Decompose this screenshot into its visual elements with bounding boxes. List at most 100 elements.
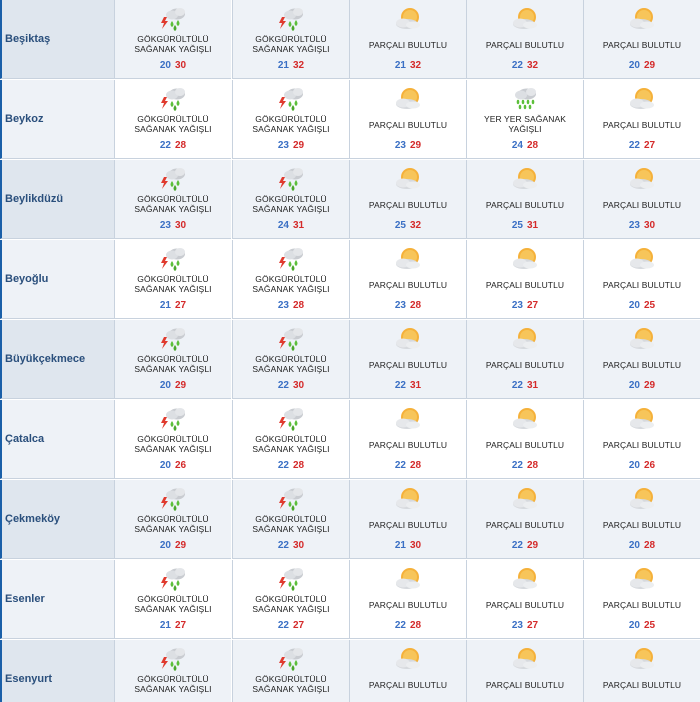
city-name[interactable]: Esenler xyxy=(5,593,45,605)
city-name[interactable]: Büyükçekmece xyxy=(5,353,86,365)
condition-line: PARÇALI BULUTLU xyxy=(485,440,565,450)
condition-text: PARÇALI BULUTLU xyxy=(584,680,700,690)
condition-text: GÖKGÜRÜLTÜLÜ SAĞANAK YAĞIŞLI xyxy=(233,194,349,214)
min-temperature: 20 xyxy=(628,540,640,551)
max-temperature: 28 xyxy=(527,140,539,151)
city-name[interactable]: Beykoz xyxy=(5,113,44,125)
day-forecast-cell: GÖKGÜRÜLTÜLÜ SAĞANAK YAĞIŞLI 22 28 xyxy=(232,400,349,479)
condition-line: SAĞANAK YAĞIŞLI xyxy=(134,124,212,134)
thunderstorm-icon xyxy=(158,326,188,352)
temperature-range: 20 29 xyxy=(115,380,231,392)
city-cell: Esenler xyxy=(0,560,114,639)
condition-line: PARÇALI BULUTLU xyxy=(602,520,682,530)
condition-line: GÖKGÜRÜLTÜLÜ xyxy=(255,354,327,364)
condition-line: GÖKGÜRÜLTÜLÜ xyxy=(137,114,209,124)
max-temperature: 30 xyxy=(293,380,305,391)
city-name[interactable]: Beyoğlu xyxy=(5,273,49,285)
max-temperature: 31 xyxy=(527,220,539,231)
thunderstorm-icon xyxy=(276,166,306,192)
min-temperature: 22 xyxy=(277,540,289,551)
condition-line: GÖKGÜRÜLTÜLÜ xyxy=(137,674,209,684)
partly-cloudy-icon xyxy=(393,406,423,432)
condition-line: GÖKGÜRÜLTÜLÜ xyxy=(255,594,327,604)
condition-text: GÖKGÜRÜLTÜLÜ SAĞANAK YAĞIŞLI xyxy=(233,434,349,454)
condition-text: PARÇALI BULUTLU xyxy=(350,360,466,370)
max-temperature: 29 xyxy=(175,380,187,391)
temperature-range: 23 30 xyxy=(115,220,231,232)
forecast-row: Beşiktaş GÖKGÜRÜLTÜLÜ SAĞANAK YAĞIŞLI 20 30… xyxy=(0,0,700,80)
temperature-range: 23 29 xyxy=(233,140,349,152)
day-forecast-cell: GÖKGÜRÜLTÜLÜ SAĞANAK YAĞIŞLI 22 27 xyxy=(232,560,349,639)
max-temperature: 28 xyxy=(527,460,539,471)
max-temperature: 25 xyxy=(644,620,656,631)
day-forecast-cell: PARÇALI BULUTLU xyxy=(466,640,583,702)
condition-text: GÖKGÜRÜLTÜLÜ SAĞANAK YAĞIŞLI xyxy=(115,34,231,54)
temperature-range: 22 28 xyxy=(350,460,466,472)
max-temperature: 28 xyxy=(410,300,422,311)
min-temperature: 22 xyxy=(511,60,523,71)
min-temperature: 23 xyxy=(277,300,289,311)
condition-text: PARÇALI BULUTLU xyxy=(350,600,466,610)
max-temperature: 28 xyxy=(293,300,305,311)
city-name[interactable]: Esenyurt xyxy=(5,673,53,685)
max-temperature: 28 xyxy=(293,460,305,471)
temperature-range: 20 25 xyxy=(584,620,700,632)
condition-text: GÖKGÜRÜLTÜLÜ SAĞANAK YAĞIŞLI xyxy=(115,354,231,374)
city-name[interactable]: Çatalca xyxy=(5,433,45,445)
partly-cloudy-icon xyxy=(510,566,540,592)
condition-line: GÖKGÜRÜLTÜLÜ xyxy=(137,514,209,524)
condition-text: YER YER SAĞANAK YAĞIŞLI xyxy=(467,114,583,134)
temperature-range: 22 28 xyxy=(115,140,231,152)
condition-line: PARÇALI BULUTLU xyxy=(485,520,565,530)
city-cell: Esenyurt xyxy=(0,640,114,702)
condition-text: GÖKGÜRÜLTÜLÜ SAĞANAK YAĞIŞLI xyxy=(233,274,349,294)
temperature-range: 22 31 xyxy=(350,380,466,392)
temperature-range: 23 27 xyxy=(467,300,583,312)
condition-line: PARÇALI BULUTLU xyxy=(602,120,682,130)
day-forecast-cell: GÖKGÜRÜLTÜLÜ SAĞANAK YAĞIŞLI 21 27 xyxy=(114,240,231,319)
condition-text: PARÇALI BULUTLU xyxy=(584,120,700,130)
city-cell: Beylikdüzü xyxy=(0,160,114,239)
day-forecast-cell: GÖKGÜRÜLTÜLÜ SAĞANAK YAĞIŞLI 24 31 xyxy=(232,160,349,239)
max-temperature: 27 xyxy=(175,300,187,311)
thunderstorm-icon xyxy=(276,566,306,592)
min-temperature: 21 xyxy=(277,60,289,71)
condition-text: GÖKGÜRÜLTÜLÜ SAĞANAK YAĞIŞLI xyxy=(233,594,349,614)
condition-line: SAĞANAK YAĞIŞLI xyxy=(134,364,212,374)
day-forecast-cell: PARÇALI BULUTLU 22 28 xyxy=(466,400,583,479)
city-name[interactable]: Çekmeköy xyxy=(5,513,61,525)
temperature-range: 23 30 xyxy=(584,220,700,232)
city-name[interactable]: Beşiktaş xyxy=(5,33,51,45)
temperature-range: 20 29 xyxy=(584,60,700,72)
partly-cloudy-icon xyxy=(393,166,423,192)
day-forecast-cell: GÖKGÜRÜLTÜLÜ SAĞANAK YAĞIŞLI 23 30 xyxy=(114,160,231,239)
forecast-row: Beylikdüzü GÖKGÜRÜLTÜLÜ SAĞANAK YAĞIŞLI 23… xyxy=(0,160,700,240)
condition-text: PARÇALI BULUTLU xyxy=(350,680,466,690)
condition-line: PARÇALI BULUTLU xyxy=(485,680,565,690)
day-forecast-cell: PARÇALI BULUTLU 20 29 xyxy=(583,320,700,399)
day-forecast-cell: PARÇALI BULUTLU 22 29 xyxy=(466,480,583,559)
city-cell: Beyoğlu xyxy=(0,240,114,319)
condition-line: PARÇALI BULUTLU xyxy=(368,40,448,50)
thunderstorm-icon xyxy=(276,326,306,352)
min-temperature: 21 xyxy=(159,300,171,311)
condition-line: SAĞANAK YAĞIŞLI xyxy=(252,364,330,374)
min-temperature: 23 xyxy=(394,300,406,311)
city-name[interactable]: Beylikdüzü xyxy=(5,193,64,205)
condition-text: PARÇALI BULUTLU xyxy=(467,40,583,50)
thunderstorm-icon xyxy=(276,646,306,672)
partly-cloudy-icon xyxy=(393,566,423,592)
condition-line: GÖKGÜRÜLTÜLÜ xyxy=(137,434,209,444)
day-forecast-cell: PARÇALI BULUTLU 23 30 xyxy=(583,160,700,239)
min-temperature: 22 xyxy=(628,140,640,151)
condition-line: PARÇALI BULUTLU xyxy=(602,600,682,610)
condition-line: SAĞANAK YAĞIŞLI xyxy=(252,684,330,694)
condition-text: PARÇALI BULUTLU xyxy=(350,280,466,290)
temperature-range: 24 28 xyxy=(467,140,583,152)
condition-line: PARÇALI BULUTLU xyxy=(602,280,682,290)
max-temperature: 31 xyxy=(410,380,422,391)
max-temperature: 27 xyxy=(527,300,539,311)
min-temperature: 23 xyxy=(628,220,640,231)
thunderstorm-icon xyxy=(276,86,306,112)
partly-cloudy-icon xyxy=(393,486,423,512)
